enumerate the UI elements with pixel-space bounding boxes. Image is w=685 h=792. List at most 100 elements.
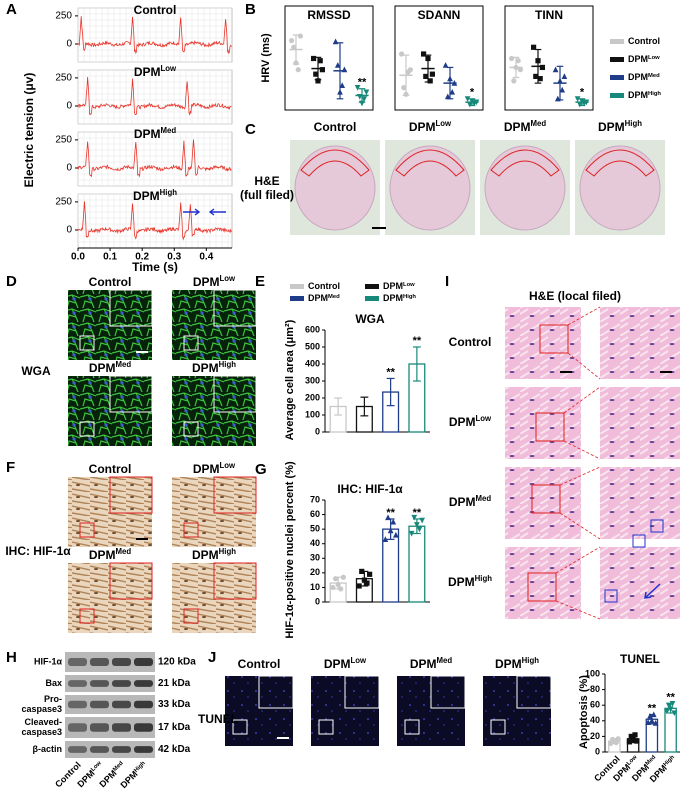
group-label: DPMMed xyxy=(308,293,340,303)
y-tick-label: 20 xyxy=(590,731,600,741)
trace-frame xyxy=(77,69,233,125)
data-point xyxy=(671,710,678,717)
ecg-trace xyxy=(77,201,232,241)
data-point xyxy=(464,96,471,102)
kda-label: 120 kDa xyxy=(158,657,196,668)
panel-letter: A xyxy=(6,1,17,18)
band xyxy=(134,746,153,753)
data-point xyxy=(361,96,368,102)
y-tick-label: 10 xyxy=(310,582,320,592)
arrow xyxy=(208,208,226,216)
y-axis-label: Apoptosis (%) xyxy=(578,675,590,749)
y-axis-label: Electric tension (μv) xyxy=(22,73,36,188)
band xyxy=(112,658,131,666)
band-label: HIF-1α xyxy=(34,656,63,666)
group-label: DPMLow xyxy=(383,281,415,291)
group-name: DPM xyxy=(324,657,351,671)
group-name: Control xyxy=(134,3,177,17)
inset xyxy=(258,675,294,709)
group-sup: High xyxy=(625,119,643,128)
panel-letter: I xyxy=(445,273,449,290)
roi-box xyxy=(527,572,557,602)
bar xyxy=(408,525,426,603)
blot xyxy=(65,695,155,714)
band xyxy=(90,680,109,687)
data-point xyxy=(364,580,370,586)
band-label: caspase3 xyxy=(21,704,62,714)
blot xyxy=(65,652,155,672)
data-point xyxy=(407,67,413,73)
group-label: Control xyxy=(628,36,660,46)
region-outline xyxy=(490,149,560,177)
region-outline xyxy=(300,149,370,177)
roi-box xyxy=(490,719,506,735)
y-tick-label: 70 xyxy=(310,494,320,504)
group-label: Control xyxy=(308,281,340,291)
inset xyxy=(213,289,257,327)
data-point xyxy=(330,584,336,591)
group-sup: High xyxy=(219,547,237,556)
group-sup: Low xyxy=(220,274,237,283)
roi-box xyxy=(183,335,199,351)
y-tick-label: 100 xyxy=(305,409,320,419)
group-sup: Low xyxy=(626,754,639,767)
y-tick-label: 60 xyxy=(590,700,600,710)
inset xyxy=(109,375,153,413)
zoom-line xyxy=(563,440,601,460)
y-tick-label: 0 xyxy=(315,426,320,436)
group-label: DPMHigh xyxy=(133,188,177,204)
y-tick-label: 400 xyxy=(305,358,320,368)
group-sup: High xyxy=(219,360,237,369)
y-axis-label: Average cell area (μm²) xyxy=(284,319,296,440)
band xyxy=(134,700,153,709)
group-sup: High xyxy=(475,574,493,583)
group-sup: High xyxy=(522,656,540,665)
panel-title: H&E (local filed) xyxy=(529,289,621,303)
data-point xyxy=(423,73,429,79)
y-tick-label: 0 xyxy=(66,163,72,174)
group-name: DPM xyxy=(628,72,648,82)
group-name: DPM xyxy=(504,120,531,134)
data-point xyxy=(401,85,407,91)
x-axis-label: Time (s) xyxy=(132,260,178,274)
inset xyxy=(516,675,552,709)
region-outline xyxy=(395,149,465,177)
micrograph xyxy=(600,307,680,379)
data-point xyxy=(382,536,389,542)
y-tick-label: 20 xyxy=(310,567,320,577)
row-label: H&E xyxy=(254,174,279,188)
group-label: DPMMed xyxy=(89,360,132,376)
legend-swatch xyxy=(290,284,304,289)
legend-swatch xyxy=(290,296,304,301)
group-label: DPMLow xyxy=(409,119,452,135)
data-point xyxy=(533,73,539,79)
roi-box xyxy=(604,589,618,603)
zoom-line xyxy=(559,512,601,540)
data-point xyxy=(634,738,640,744)
group-sup: Low xyxy=(403,282,415,288)
data-point xyxy=(615,736,621,742)
group-name: DPM xyxy=(448,575,475,589)
group-sup: Med xyxy=(116,547,132,556)
chart-title: SDANN xyxy=(418,8,461,22)
roi-box xyxy=(650,519,664,533)
roi-box xyxy=(79,608,95,624)
band xyxy=(112,680,131,687)
kda-label: 42 kDa xyxy=(158,744,191,755)
data-point xyxy=(608,740,614,747)
band xyxy=(90,723,109,732)
data-point xyxy=(664,708,670,715)
group-name: DPM xyxy=(192,361,219,375)
group-label: DPMHigh xyxy=(383,293,416,303)
group-name: DPM xyxy=(89,548,116,562)
row-label: WGA xyxy=(21,364,51,378)
inset xyxy=(430,675,466,709)
data-point xyxy=(319,67,325,73)
group-label: DPMLow xyxy=(193,461,236,477)
group-sup: Med xyxy=(161,126,177,135)
inset xyxy=(213,375,257,413)
group-name: DPM xyxy=(495,657,522,671)
group-name: DPM xyxy=(449,415,476,429)
band xyxy=(90,700,109,709)
band xyxy=(90,658,109,666)
